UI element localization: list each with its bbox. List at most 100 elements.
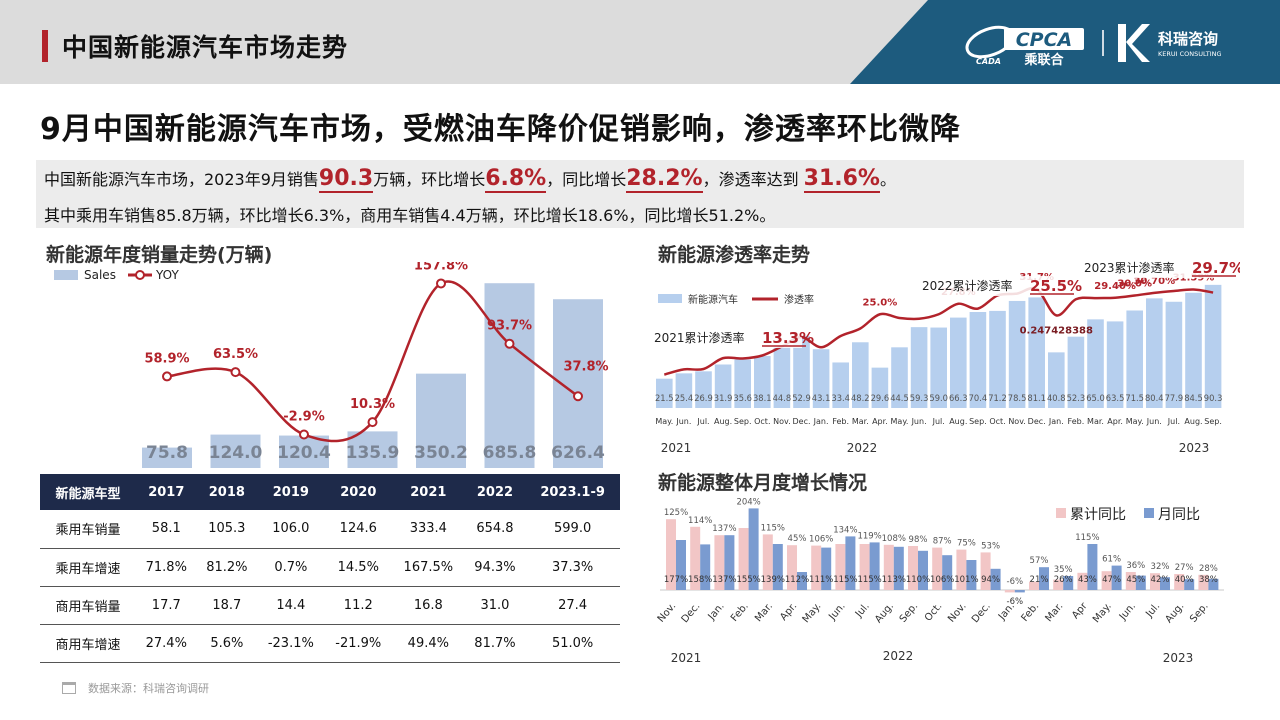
yoy-point bbox=[299, 429, 309, 440]
x-tick-label: Aug. bbox=[1184, 417, 1202, 426]
summary-line-2: 其中乘用车销售85.8万辆，环比增长6.3%，商用车销售4.4万辆，环比增长18… bbox=[44, 206, 776, 225]
table-header-cell: 2017 bbox=[136, 474, 197, 510]
bar-label-cumulative: 112% bbox=[785, 575, 809, 585]
bar-cumulative-yoy bbox=[714, 535, 725, 590]
bar-label-nev: 70.4 bbox=[969, 394, 988, 404]
bar-nev bbox=[754, 356, 771, 408]
table-header-cell: 新能源车型 bbox=[40, 474, 136, 510]
bar-label-cumulative: 155% bbox=[736, 575, 760, 585]
bar-nev bbox=[695, 371, 712, 408]
bar-label-cumulative: -6% bbox=[1007, 597, 1024, 607]
table-row: 乘用车销量 58.1 105.3 106.0 124.6 333.4 654.8 599.0 bbox=[40, 510, 620, 549]
annual-sales-chart: Sales YOY 75.8 124.0 120.4 135.9 350.2 685.8 626… bbox=[54, 262, 609, 468]
yoy-label: 10.3% bbox=[350, 397, 395, 412]
table-cell: 11.2 bbox=[324, 586, 392, 625]
bar-label-sales: 350.2 bbox=[414, 443, 468, 463]
x-tick-label: Aug. bbox=[714, 417, 732, 426]
bar-nev bbox=[1204, 284, 1222, 408]
table-cell: 71.8% bbox=[136, 548, 197, 587]
bar-label-nev: 40.8 bbox=[1047, 394, 1066, 404]
yoy-label: 157.8% bbox=[414, 262, 468, 273]
bar-sales-2022 bbox=[484, 283, 535, 468]
table-cell: 49.4% bbox=[392, 624, 465, 663]
bar-label-cumulative: 38% bbox=[1199, 575, 1218, 585]
table-cell: 654.8 bbox=[464, 510, 526, 549]
table-header-cell: 2022 bbox=[464, 474, 526, 510]
x-tick-label: May. bbox=[1091, 601, 1114, 625]
x-tick-label: Nov. bbox=[946, 601, 969, 625]
bar-label-monthly: 119% bbox=[857, 531, 881, 541]
cpca-logo-text: CPCA bbox=[1016, 29, 1073, 51]
bar-label-monthly: 106% bbox=[809, 535, 833, 545]
yoy-point bbox=[436, 278, 446, 289]
cumulative-annotation-label: 2022累计渗透率 bbox=[922, 278, 1013, 293]
bar-label-nev: 80.4 bbox=[1145, 394, 1164, 404]
bar-cumulative-yoy bbox=[738, 528, 749, 590]
bar-label-cumulative: 113% bbox=[882, 575, 906, 585]
summary-box: 中国新能源汽车市场，2023年9月销售90.3万辆，环比增长6.8%，同比增长2… bbox=[36, 160, 1244, 228]
bar-cumulative-yoy bbox=[1125, 572, 1136, 590]
bar-label-monthly: 134% bbox=[833, 525, 857, 535]
bar-label-cumulative: 42% bbox=[1151, 575, 1170, 585]
bar-monthly-yoy bbox=[869, 542, 880, 590]
bar-label-monthly: 57% bbox=[1030, 556, 1049, 566]
table-row: 商用车增速 27.4% 5.6% -23.1% -21.9% 49.4% 81.7% 51.0… bbox=[40, 624, 620, 663]
bar-label-sales: 124.0 bbox=[209, 443, 263, 463]
bar-nev bbox=[714, 364, 732, 408]
bar-cumulative-yoy bbox=[1174, 574, 1185, 590]
bar-label-nev: 25.4 bbox=[675, 394, 694, 404]
year-label: 2021 bbox=[661, 441, 692, 455]
bar-label-sales: 685.8 bbox=[483, 443, 537, 463]
table-cell: 14.5% bbox=[324, 548, 392, 587]
bar-sales-2020 bbox=[347, 431, 398, 468]
bar-label-monthly: 53% bbox=[981, 541, 1000, 551]
bar-nev bbox=[1067, 336, 1085, 408]
yoy-point bbox=[504, 338, 515, 349]
table-cell: 58.1 bbox=[136, 510, 197, 549]
bar-label-sales: 135.9 bbox=[346, 443, 400, 463]
bar-sales-2018 bbox=[210, 434, 261, 468]
bar-label-monthly: 125% bbox=[664, 508, 688, 518]
logo-separator bbox=[1102, 30, 1104, 56]
table-cell: 94.3% bbox=[464, 548, 526, 587]
table-header-cell: 2021 bbox=[392, 474, 465, 510]
title-accent-bar bbox=[42, 30, 48, 62]
x-tick-label: Jul. bbox=[1167, 417, 1180, 426]
bar-nev bbox=[793, 335, 810, 408]
data-source-note: 数据来源：科瑞咨询调研 bbox=[62, 680, 209, 696]
bar-monthly-yoy bbox=[966, 560, 977, 590]
legend-swatch-sales bbox=[54, 270, 78, 280]
x-tick-label: Apr. bbox=[872, 417, 888, 426]
legend-label-monthly: 月同比 bbox=[1158, 507, 1200, 523]
x-tick-label: Jan. bbox=[1048, 417, 1064, 426]
bar-monthly-yoy bbox=[1039, 567, 1049, 590]
x-tick-label: May. bbox=[801, 601, 824, 625]
bar-cumulative-yoy bbox=[859, 544, 870, 590]
cumulative-annotation-label: 2023累计渗透率 bbox=[1084, 260, 1175, 275]
bar-label-cumulative: 26% bbox=[1054, 575, 1073, 585]
x-tick-label: May. bbox=[1126, 417, 1144, 426]
bar-label-monthly: 36% bbox=[1126, 561, 1145, 571]
bar-label-nev: 71.2 bbox=[988, 394, 1007, 404]
bar-cumulative-yoy bbox=[762, 534, 773, 590]
kerui-logo-text: 科瑞咨询 bbox=[1158, 30, 1218, 48]
x-tick-label: Dec. bbox=[680, 601, 703, 625]
bar-nev bbox=[675, 373, 693, 408]
summary-text: ，同比增长 bbox=[546, 170, 627, 189]
bar-cumulative-yoy bbox=[1004, 590, 1015, 593]
year-label: 2023 bbox=[1179, 441, 1210, 455]
bar-nev bbox=[1185, 292, 1202, 408]
x-tick-label: Sep. bbox=[734, 417, 752, 426]
bar-monthly-yoy bbox=[845, 536, 856, 590]
x-tick-label: Feb. bbox=[729, 601, 751, 624]
table-cell: 5.6% bbox=[196, 624, 258, 663]
kerui-logo-subtext: KERUI CONSULTING bbox=[1158, 50, 1222, 58]
bar-label-sales: 75.8 bbox=[146, 443, 188, 463]
yoy-label: -2.9% bbox=[283, 410, 324, 425]
bar-label-monthly: 28% bbox=[1199, 564, 1218, 574]
table-cell: 商用车销量 bbox=[40, 586, 136, 625]
bar-label-cumulative: 110% bbox=[906, 575, 930, 585]
bar-nev bbox=[891, 347, 908, 408]
bar-label-nev: 90.3 bbox=[1204, 394, 1223, 404]
calendar-icon bbox=[62, 682, 76, 694]
